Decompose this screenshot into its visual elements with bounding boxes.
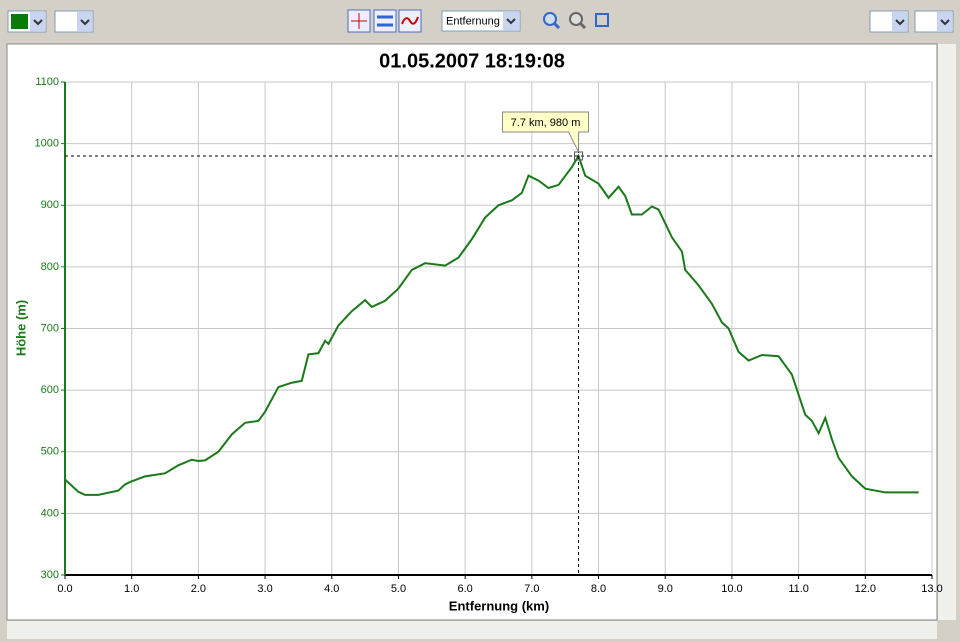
x-tick-label: 10.0 bbox=[721, 583, 742, 595]
x-tick-label: 2.0 bbox=[191, 583, 206, 595]
x-tick-label: 6.0 bbox=[458, 583, 473, 595]
curve-button[interactable] bbox=[398, 9, 422, 33]
x-axis-label: Entfernung (km) bbox=[449, 598, 549, 613]
horizontal-scrollbar[interactable] bbox=[7, 621, 937, 639]
crosshair-button[interactable] bbox=[347, 9, 371, 33]
vertical-scrollbar[interactable] bbox=[938, 44, 956, 620]
y-tick-label: 500 bbox=[41, 446, 59, 458]
x-tick-label: 1.0 bbox=[124, 583, 139, 595]
x-tick-label: 5.0 bbox=[391, 583, 406, 595]
x-tick-label: 13.0 bbox=[921, 583, 942, 595]
x-tick-label: 8.0 bbox=[591, 583, 606, 595]
tooltip-box bbox=[502, 111, 590, 153]
elevation-line bbox=[64, 153, 919, 496]
y-tick-label: 300 bbox=[41, 569, 59, 581]
x-tick-label: 4.0 bbox=[324, 583, 339, 595]
x-tick-label: 11.0 bbox=[788, 583, 809, 595]
y-tick-label: 700 bbox=[41, 322, 59, 334]
x-tick-label: 0.0 bbox=[57, 583, 72, 595]
color-picker[interactable] bbox=[7, 10, 47, 33]
right-picker-1[interactable] bbox=[869, 10, 909, 33]
chart-frame bbox=[6, 43, 938, 621]
y-tick-label: 600 bbox=[41, 384, 59, 396]
right-picker-2[interactable] bbox=[914, 10, 954, 33]
zoom-out-button[interactable] bbox=[569, 12, 587, 30]
tooltip-text: 7.7 km, 980 m bbox=[511, 117, 581, 129]
x-tick-label: 12.0 bbox=[855, 583, 876, 595]
x-tick-label: 9.0 bbox=[658, 583, 673, 595]
mode-dropdown[interactable]: Entfernung bbox=[441, 10, 521, 32]
grid-button[interactable] bbox=[373, 9, 397, 33]
y-tick-label: 800 bbox=[41, 261, 59, 273]
mode-text: Entfernung bbox=[446, 15, 500, 27]
y-tick-label: 1100 bbox=[35, 76, 59, 88]
y-tick-label: 900 bbox=[41, 199, 59, 211]
y-tick-label: 1000 bbox=[35, 138, 59, 150]
width-picker[interactable] bbox=[54, 10, 94, 33]
y-tick-label: 400 bbox=[41, 507, 59, 519]
x-tick-label: 3.0 bbox=[257, 583, 272, 595]
y-axis-label: Höhe (m) bbox=[13, 300, 28, 356]
zoom-in-button[interactable] bbox=[543, 12, 561, 30]
chart-title: 01.05.2007 18:19:08 bbox=[379, 50, 565, 72]
zoom-fit-button[interactable] bbox=[595, 13, 609, 27]
x-tick-label: 7.0 bbox=[524, 583, 539, 595]
